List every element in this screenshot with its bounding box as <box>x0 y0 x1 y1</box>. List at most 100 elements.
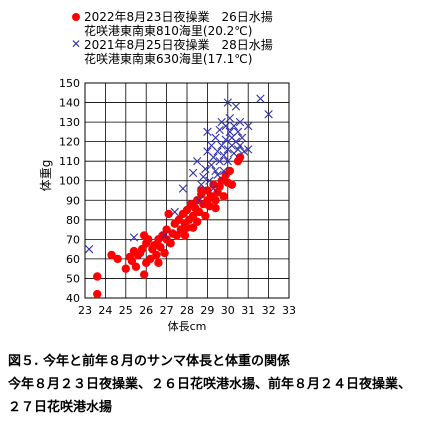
x-tick-label: 30 <box>221 304 235 317</box>
y-tick-label: 120 <box>59 136 80 149</box>
scatter-chart: 40 50 60 70 80 90 100 110 120 130 140 150 23 24 25 26 27… <box>39 77 296 333</box>
data-point-2021 <box>209 153 218 162</box>
data-point-2021 <box>197 180 206 189</box>
data-point-2021 <box>205 176 214 185</box>
y-tick-label: 100 <box>59 175 80 188</box>
data-point-2022 <box>182 223 192 232</box>
data-point-2022 <box>144 235 153 244</box>
x-tick-label: 23 <box>78 304 92 317</box>
data-point-2021 <box>84 244 94 254</box>
data-point-2022 <box>164 209 173 219</box>
data-point-2021 <box>239 147 249 156</box>
legend-2021-line1: 2021年8月25日夜操業 28日水揚 <box>84 38 273 52</box>
data-point-2022 <box>107 250 116 260</box>
data-point-2021 <box>195 196 204 205</box>
x-tick-label: 29 <box>200 304 214 317</box>
data-point-2021 <box>231 102 241 111</box>
data-point-2022 <box>235 153 245 162</box>
data-point-2022 <box>139 270 149 279</box>
data-point-2022 <box>172 231 181 240</box>
x-tick-label: 24 <box>98 304 112 317</box>
data-point-2021 <box>233 145 243 154</box>
data-point-2021 <box>219 151 228 160</box>
data-point-2021 <box>178 184 188 193</box>
x-tick-label: 32 <box>262 304 276 317</box>
figure-caption: 図５. 今年と前年８月のサンマ体長と体重の関係 今年８月２３日夜操業、２６日花咲… <box>8 350 424 419</box>
data-point-2022 <box>180 231 190 240</box>
data-point-2021 <box>223 156 232 166</box>
data-point-2022 <box>174 215 184 225</box>
y-tick-label: 80 <box>66 214 80 227</box>
data-point-2021 <box>244 121 253 131</box>
y-tick-label: 40 <box>66 292 80 305</box>
data-point-2022 <box>219 192 228 201</box>
data-point-2021 <box>221 121 230 131</box>
data-point-2022 <box>195 207 204 217</box>
data-point-2021 <box>170 207 179 217</box>
data-point-2021 <box>264 110 273 119</box>
y-tick-label: 70 <box>66 233 80 246</box>
x-tick-label: 33 <box>282 304 296 317</box>
data-point-2022 <box>201 211 210 221</box>
legend-2022-line2: 花咲港東南東810海里(20.2℃) <box>84 24 253 38</box>
data-point-2022 <box>154 258 163 268</box>
x-axis-label: 体長cm <box>168 319 207 333</box>
data-point-2022 <box>188 211 198 221</box>
data-point-2021 <box>215 125 224 135</box>
legend-2022-line1: 2022年8月23日夜操業 26日水揚 <box>84 10 273 24</box>
data-point-2021 <box>207 160 216 170</box>
data-point-2021 <box>203 127 212 137</box>
data-point-2022 <box>211 203 220 213</box>
data-point-2021 <box>235 117 245 127</box>
data-point-2022 <box>93 272 102 281</box>
data-point-2022 <box>131 262 141 271</box>
data-point-2022 <box>203 186 212 195</box>
caption-line1: 図５. 今年と前年８月のサンマ体長と体重の関係 <box>8 354 291 369</box>
data-point-2022 <box>162 225 171 234</box>
data-point-2021 <box>213 170 222 180</box>
data-point-2021 <box>211 166 220 176</box>
y-tick-label: 110 <box>59 155 80 168</box>
data-point-2021 <box>160 231 169 240</box>
legend-entry-2022: 2022年8月23日夜操業 26日水揚 <box>70 10 273 24</box>
data-point-2022 <box>193 217 202 226</box>
data-point-2022 <box>121 264 130 273</box>
data-point-2021 <box>223 98 232 107</box>
data-point-2021 <box>244 145 253 154</box>
legend-2021-line2: 花咲港東南東630海里(17.1℃) <box>84 52 253 66</box>
data-point-2021 <box>213 147 222 156</box>
data-point-2022 <box>182 205 192 215</box>
x-tick-label: 31 <box>241 304 255 317</box>
legend-entry-2021: ✕ 2021年8月25日夜操業 28日水揚 <box>70 37 273 52</box>
x-tick-label: 27 <box>160 304 174 317</box>
data-point-2021 <box>225 113 235 123</box>
legend-cross-marker-icon: ✕ <box>71 37 82 51</box>
data-point-2021 <box>229 121 239 131</box>
plot-frame <box>84 82 290 299</box>
y-tick-label: 130 <box>59 116 80 129</box>
data-point-2021 <box>235 141 245 150</box>
data-point-2021 <box>219 166 228 176</box>
data-point-2022 <box>93 289 102 299</box>
data-point-2022 <box>197 186 206 195</box>
data-point-2021 <box>211 133 220 142</box>
data-point-2022 <box>166 239 175 248</box>
data-point-2022 <box>137 244 147 254</box>
data-point-2022 <box>160 248 169 258</box>
data-point-2021 <box>225 127 235 137</box>
y-tick-label: 150 <box>59 77 80 90</box>
data-point-2021 <box>209 184 218 193</box>
y-tick-label: 60 <box>66 253 80 266</box>
y-axis-label: 体重g <box>39 160 53 192</box>
y-tick-label: 90 <box>66 194 80 207</box>
data-point-2022 <box>211 196 220 205</box>
data-point-2021 <box>129 233 139 242</box>
data-point-2022 <box>113 254 122 264</box>
data-point-2021 <box>201 164 210 174</box>
data-point-2021 <box>193 156 202 166</box>
data-point-2022 <box>193 196 202 205</box>
caption-line3: ２７日花咲港水揚 <box>8 400 113 415</box>
data-point-2021 <box>188 168 198 178</box>
data-point-2021 <box>217 141 226 150</box>
data-point-2021 <box>237 133 247 142</box>
